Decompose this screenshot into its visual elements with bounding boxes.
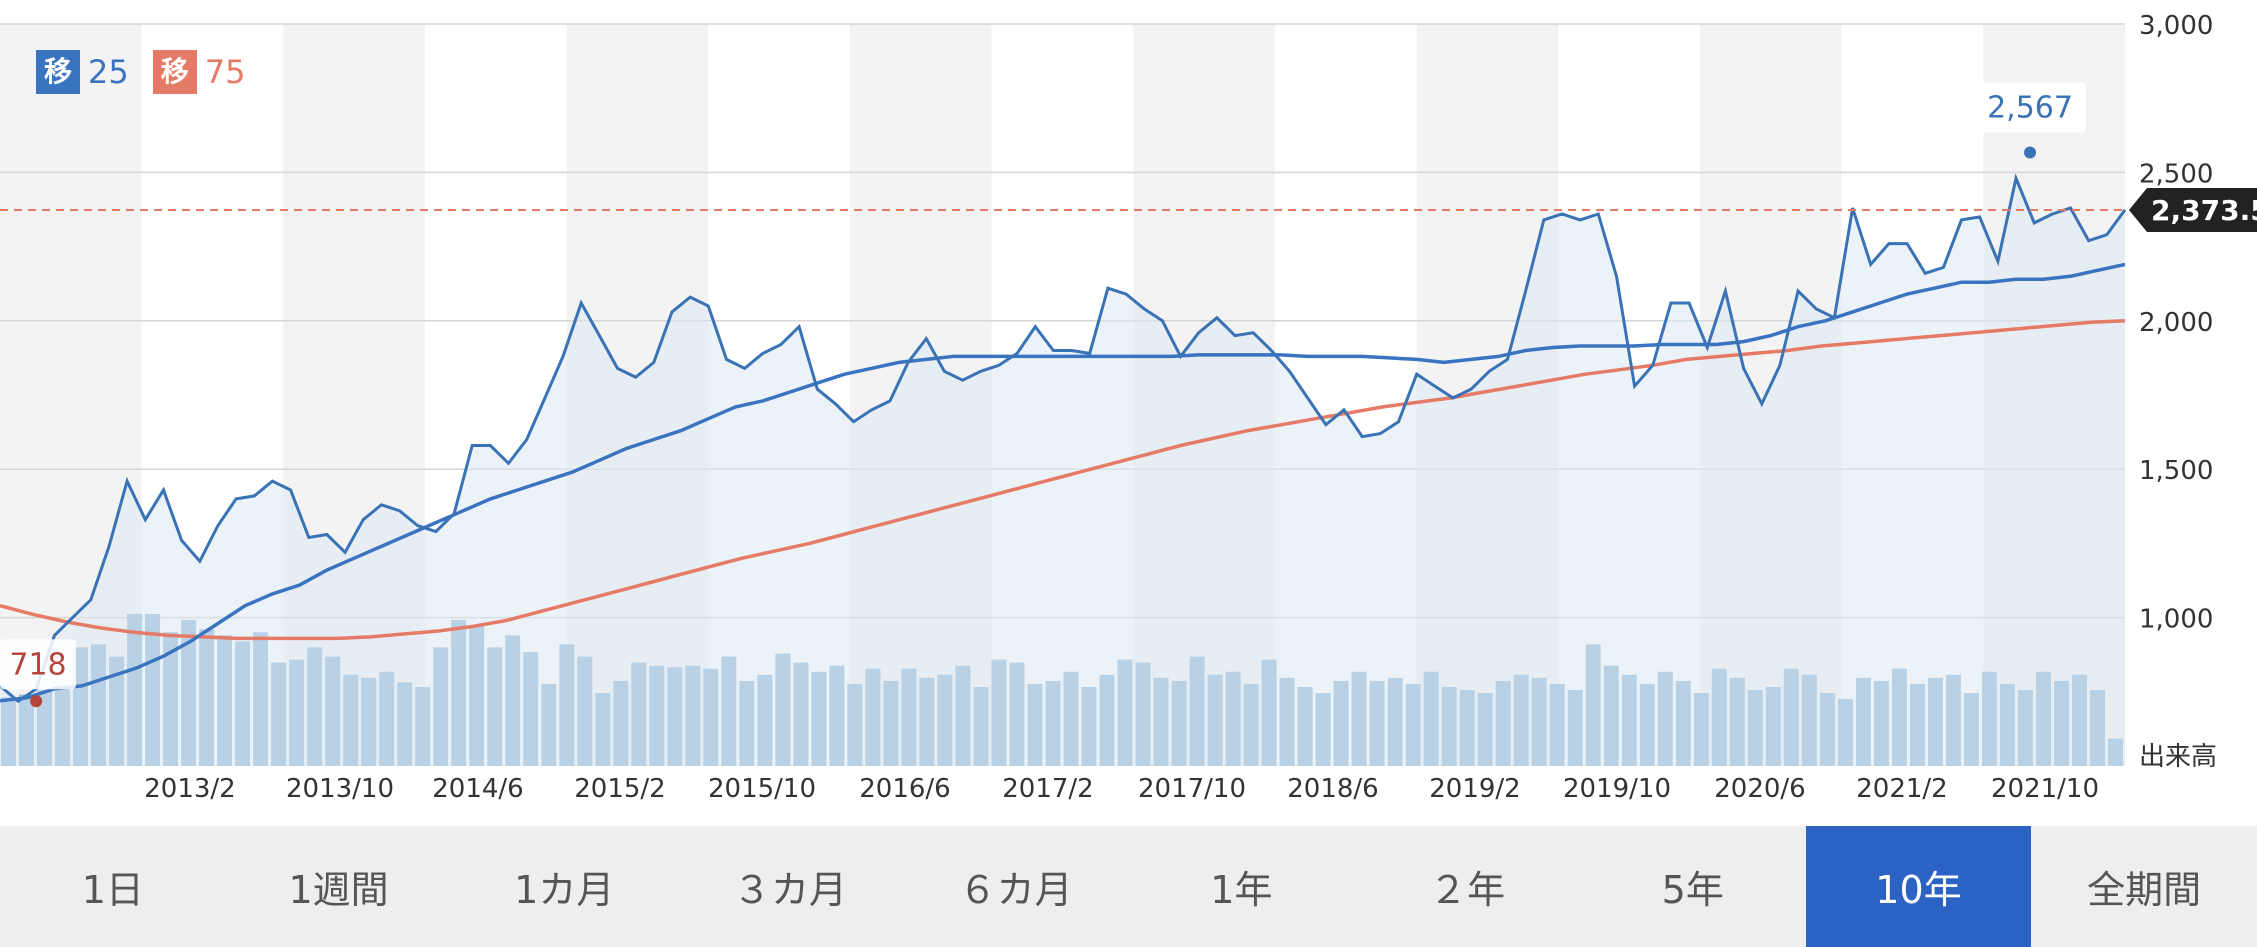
x-tick-label: 2013/2	[144, 774, 235, 804]
legend: 移 25 移 75	[36, 50, 261, 94]
x-tick-label: 2019/2	[1429, 774, 1520, 804]
range-tab-6m[interactable]: ６カ月	[958, 868, 1073, 912]
volume-axis-label: 出来高	[2139, 742, 2217, 772]
current-price-badge	[2129, 187, 2257, 232]
high-label: 2,567	[1987, 91, 2073, 126]
ma25-period: 25	[88, 53, 129, 91]
range-selector: 1日 1週間 1カ月 ３カ月 ６カ月 1年 ２年 5年 10年 全期間	[0, 826, 2257, 947]
y-tick-label: 3,000	[2139, 11, 2213, 41]
y-tick-label: 2,500	[2139, 159, 2213, 189]
y-axis-ticks: 3,000 2,500 2,000 1,500 1,000	[2139, 11, 2213, 635]
high-label-box	[1974, 82, 2087, 133]
price-area	[0, 178, 2125, 767]
x-tick-label: 2015/10	[708, 774, 816, 804]
range-tab-10y[interactable]: 10年	[1805, 826, 2032, 947]
ma75-period: 75	[204, 53, 246, 91]
y-tick-label: 2,000	[2139, 308, 2213, 338]
low-marker: 718	[0, 639, 76, 708]
ma75-line	[0, 319, 2126, 641]
x-tick-label: 2019/10	[1563, 774, 1671, 804]
low-label-box	[0, 639, 76, 690]
x-tick-label: 2013/10	[286, 774, 394, 804]
y-tick-label: 1,500	[2139, 456, 2213, 486]
range-tab-1d[interactable]: 1日	[81, 868, 144, 912]
x-tick-label: 2015/2	[574, 774, 665, 804]
x-tick-label: 2021/2	[1856, 774, 1947, 804]
high-dot	[2024, 146, 2037, 159]
high-marker: 2,567	[1974, 82, 2087, 159]
ma25-line	[0, 262, 2126, 703]
x-tick-label: 2017/2	[1002, 774, 1093, 804]
current-price-label: 2,373.5	[2151, 194, 2257, 227]
range-tab-3m[interactable]: ３カ月	[732, 868, 847, 912]
price-line	[0, 173, 2127, 704]
x-tick-label: 2017/10	[1138, 774, 1246, 804]
range-tab-2y[interactable]: ２年	[1429, 868, 1506, 912]
x-tick-label: 2020/6	[1714, 774, 1805, 804]
range-tab-all[interactable]: 全期間	[2087, 868, 2202, 912]
low-label: 718	[9, 647, 66, 682]
x-tick-label: 2018/6	[1287, 774, 1378, 804]
x-tick-label: 2014/6	[432, 774, 523, 804]
ma75-badge: 移	[152, 50, 197, 94]
range-tab-1y[interactable]: 1年	[1210, 868, 1273, 912]
range-tab-1w[interactable]: 1週間	[288, 868, 389, 912]
range-tab-5y[interactable]: 5年	[1661, 868, 1724, 912]
range-tab-1m[interactable]: 1カ月	[514, 868, 615, 912]
x-tick-label: 2016/6	[859, 774, 950, 804]
x-axis-ticks: 2013/2 2013/10 2014/6 2015/2 2015/10 2016/6 20…	[144, 774, 2099, 804]
ma25-badge: 移	[36, 50, 80, 94]
x-tick-label: 2021/10	[1991, 774, 2099, 804]
current-price-marker: 2,373.5	[2129, 187, 2257, 232]
y-tick-label: 1,000	[2139, 605, 2213, 635]
low-dot	[30, 695, 43, 708]
